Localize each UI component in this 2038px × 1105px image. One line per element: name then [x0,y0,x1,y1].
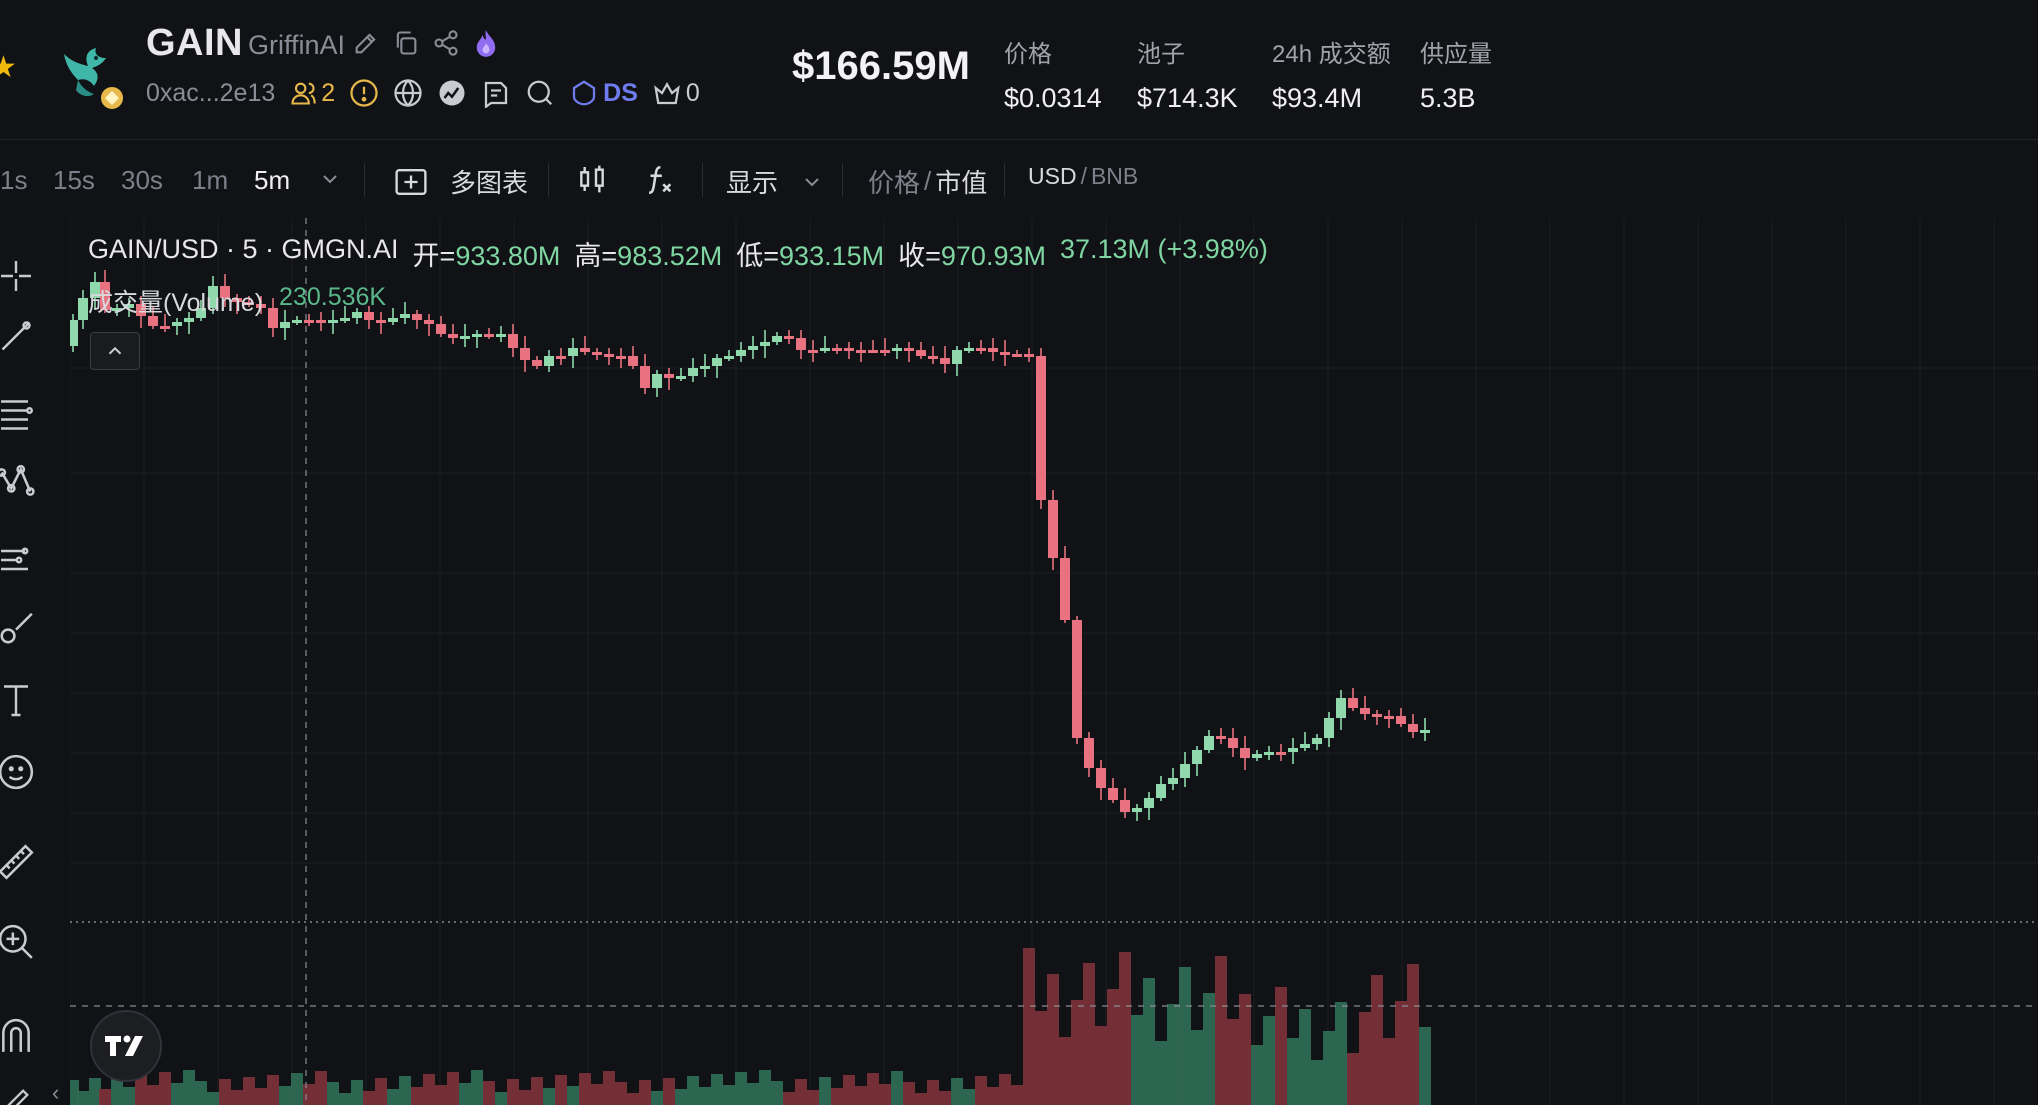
emoji-tool[interactable] [0,750,38,794]
pattern-icon [0,464,35,496]
candle-type-button[interactable] [576,163,608,195]
trendline-icon [1,321,31,351]
fib-tool[interactable] [0,390,38,434]
price-chart[interactable] [70,218,2038,1105]
chart-icon[interactable] [437,78,467,108]
tradingview-icon [105,1035,143,1056]
currency-toggle[interactable]: USD / BNB [1028,163,1139,189]
forecast-icon [0,547,29,571]
timeframe-30s[interactable]: 30s [121,165,163,195]
zoom-in-icon [0,924,33,959]
crown-icon [654,81,680,105]
ds-link[interactable]: DS [569,78,638,108]
token-header: ★ GAIN GriffinAI 0xac...2e13 2 [0,0,2038,140]
zoom-tool[interactable] [0,920,38,964]
edit-icon[interactable] [352,29,380,57]
globe-icon[interactable] [393,78,423,108]
token-symbol: GAIN [146,22,243,64]
candles-icon [580,165,604,193]
add-chart-icon [395,168,427,195]
bnb-chain-icon [98,84,126,112]
crown-count[interactable]: 0 [652,78,700,108]
high-value: 983.52M [617,241,723,271]
post-icon[interactable] [481,78,511,108]
magnet-tool[interactable] [0,1014,38,1058]
timeframe-dropdown[interactable] [318,167,342,191]
holders-icon [291,82,316,105]
crosshair-icon [1,261,31,291]
magnet-icon [2,1018,30,1052]
horizontal-lines-icon [0,400,33,430]
low-value: 933.15M [779,241,885,271]
ruler-tool[interactable] [0,840,38,884]
market-cap: $166.59M [792,44,970,88]
chevron-up-icon [108,346,122,355]
display-dropdown[interactable]: 显示 [726,163,824,200]
timeframe-5m[interactable]: 5m [254,165,291,195]
stat-price: 价格 $0.0314 [1004,41,1102,113]
text-icon [4,685,28,717]
timeframe-1m[interactable]: 1m [192,165,229,195]
lock-tool[interactable] [0,1080,38,1105]
chevron-down-icon [323,175,337,184]
open-value: 933.80M [455,241,561,271]
ruler-icon [0,844,34,880]
collapse-legend-button[interactable] [90,332,140,370]
multi-chart-button[interactable]: 多图表 [394,163,528,200]
share-icon[interactable] [432,29,460,57]
forecast-tool[interactable] [0,538,38,582]
drawing-toolbar [0,230,44,1105]
text-tool[interactable] [0,678,38,722]
function-icon [648,165,672,195]
contract-address[interactable]: 0xac...2e13 [146,78,276,107]
close-value: 970.93M [940,241,1046,271]
stat-pool: 池子 $714.3K [1137,41,1238,113]
warning-icon[interactable] [349,78,379,108]
candlestick-chart[interactable] [70,218,2038,1105]
tradingview-logo[interactable] [90,1010,162,1082]
indicators-button[interactable] [642,163,676,197]
volume-value: 230.536K [279,283,387,311]
price-mcap-toggle[interactable]: 价格 / 市值 [868,166,988,198]
volume-label: 成交量(Volume) [88,289,264,317]
token-name: GriffinAI [248,30,346,60]
change-value: 37.13M (+3.98%) [1059,234,1268,264]
smiley-icon [0,754,34,790]
ohlc-legend: GAIN/USD · 5 · GMGN.AI 开=933.80M 高=983.5… [88,234,1268,271]
token-logo [58,44,116,106]
copy-icon[interactable] [392,29,420,57]
chevron-down-icon [805,177,819,186]
brush-icon [0,612,33,644]
fire-icon[interactable] [472,28,500,58]
trendline-tool[interactable] [0,314,38,358]
holders-count[interactable]: 2 [289,79,335,108]
pattern-tool[interactable] [0,460,38,504]
stat-supply: 供应量 5.3B [1420,41,1492,113]
brush-tool[interactable] [0,606,38,650]
crosshair-tool[interactable] [0,254,38,298]
pair-label: GAIN/USD · 5 · GMGN.AI [88,234,399,264]
timeframe-1s[interactable]: 1s [0,165,28,195]
scroll-left-icon[interactable]: ‹ [52,1080,60,1105]
volume-legend: 成交量(Volume) 230.536K [88,283,386,319]
ds-icon [573,80,596,106]
pencil-icon [7,1089,29,1105]
chart-toolbar: 1s 15s 30s 1m 5m 多图表 显示 价格 / 市值 USD / BN… [0,141,2038,217]
timeframe-15s[interactable]: 15s [53,165,95,195]
search-icon[interactable] [525,78,555,108]
star-icon[interactable]: ★ [0,51,17,84]
stat-24h-volume: 24h 成交额 $93.4M [1272,41,1391,113]
